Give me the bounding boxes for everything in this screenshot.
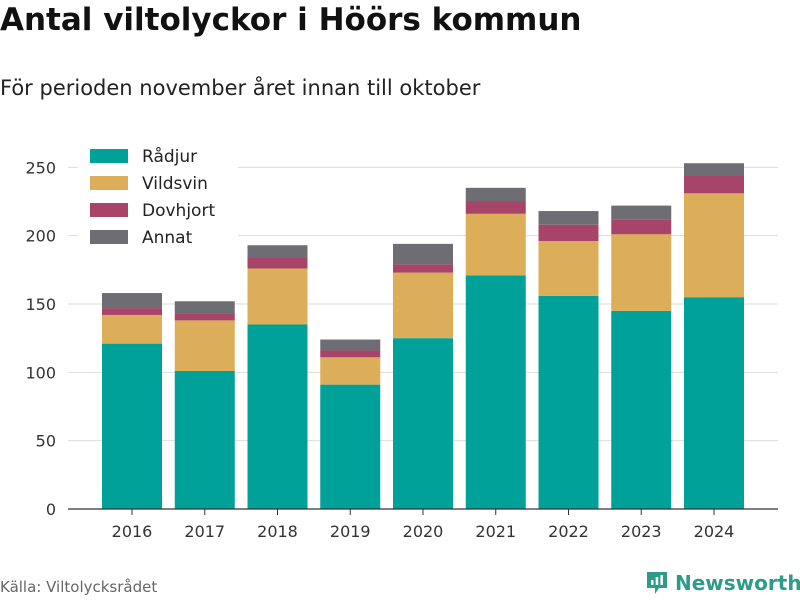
bar-segment [538,295,599,509]
x-tick-label: 2021 [475,522,516,541]
bar-segment [465,213,526,276]
x-tick-label: 2020 [403,522,444,541]
y-tick-label: 150 [25,295,56,314]
legend-swatch [90,230,128,244]
bar-segment [465,201,526,214]
bar-segment [247,268,308,325]
bar-segment [320,357,381,385]
bar-segment [684,163,744,176]
legend-label: Vildsvin [142,174,208,194]
bar-segment [320,339,381,351]
x-tick-label: 2024 [694,522,735,541]
legend-label: Rådjur [142,146,197,167]
newsworthy-logo-icon [647,572,667,594]
legend-label: Dovhjort [142,201,215,221]
bar-segment [247,257,308,269]
legend-swatch [90,176,128,190]
legend-swatch [90,203,128,217]
bar-segment [174,313,235,321]
y-tick-label: 50 [36,432,56,451]
y-tick-label: 0 [46,500,56,519]
source-note: Källa: Viltolycksrådet [0,578,158,596]
bar-segment [320,384,381,509]
bar-segment [174,301,235,314]
bar-segment [393,272,453,339]
brand-name: Newsworthy [675,571,800,595]
bar-segment [684,193,744,298]
bar-segment [538,241,599,296]
bar-segment [393,338,453,509]
x-tick-label: 2017 [184,522,225,541]
legend: Rådjur Vildsvin Dovhjort Annat [78,140,238,252]
legend-label: Annat [142,228,193,248]
y-tick-label: 200 [25,227,56,246]
bar-segment [465,275,526,509]
chart-title: Antal viltolyckor i Höörs kommun [0,2,582,38]
x-tick-label: 2016 [112,522,153,541]
bar-segment [538,211,599,225]
legend-swatch [90,149,128,163]
bar-segment [611,205,672,220]
x-tick-label: 2019 [330,522,371,541]
bar-segment [247,245,308,258]
bar-segment [393,243,453,265]
bar-segment [102,293,162,309]
bar-segment [611,234,672,311]
bar-segment [538,224,599,242]
axes: 0 50 100 150 200 250 2016 2017 2018 2019 2020 2021 2… [25,158,778,541]
y-tick-label: 250 [25,158,56,177]
y-tick-label: 100 [25,363,56,382]
bar-segment [247,324,308,509]
bar-segment [102,308,162,315]
bar-segment [465,187,526,202]
chart-subtitle: För perioden november året innan till ok… [0,76,481,100]
bar-segment [102,343,162,509]
bar-segment [174,320,235,371]
bar-segment [611,219,672,235]
bar-segment [102,314,162,344]
x-tick-label: 2022 [548,522,589,541]
bar-segment [393,264,453,273]
x-tick-label: 2023 [621,522,662,541]
brand-mark: Newsworthy [645,570,800,596]
bar-segment [174,370,235,509]
bars [102,163,744,509]
bar-segment [684,297,744,509]
bar-segment [611,310,672,509]
bar-segment [684,175,744,194]
bar-segment [320,350,381,358]
x-tick-label: 2018 [257,522,298,541]
